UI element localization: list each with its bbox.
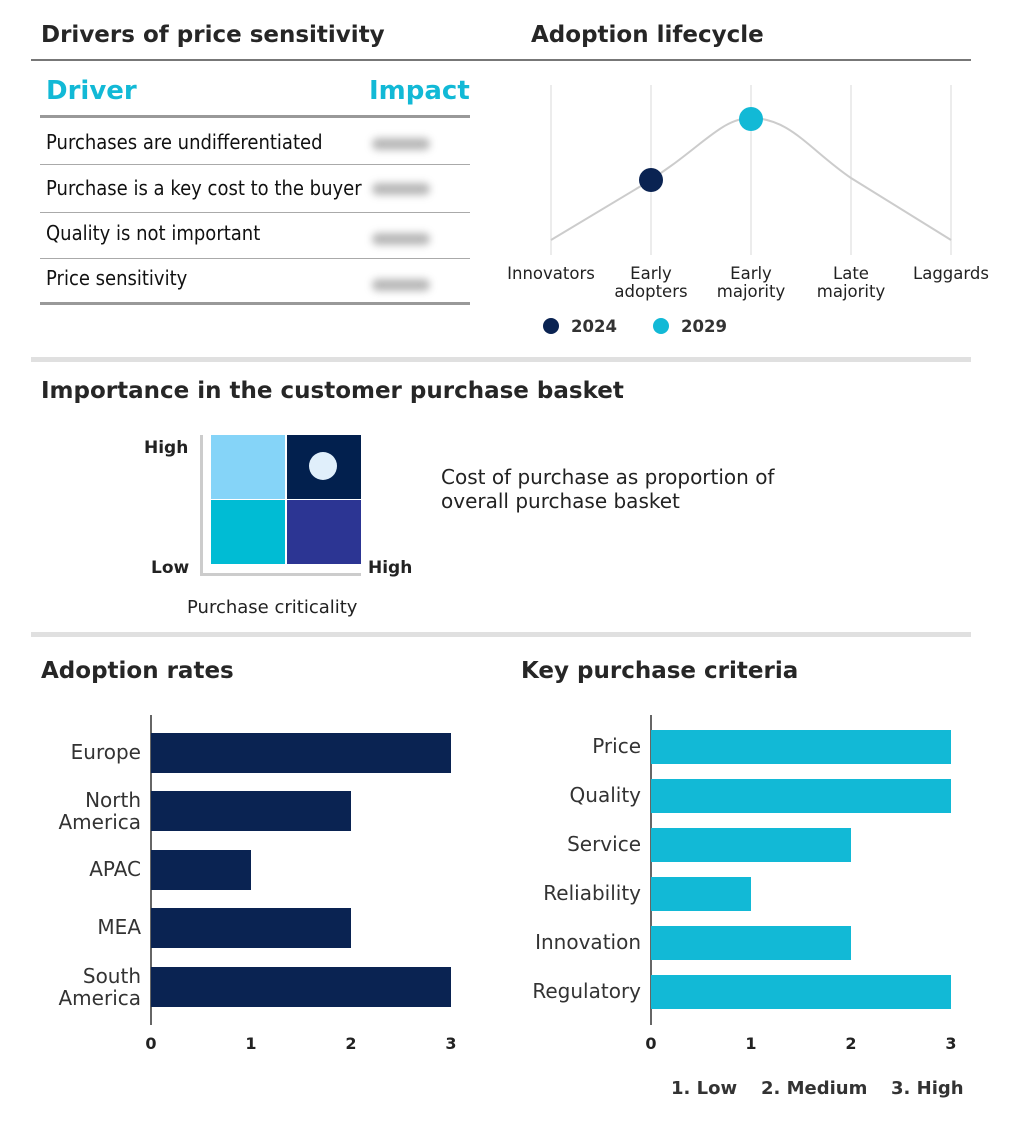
axis-low: Low [151,558,190,578]
bar [651,926,851,960]
quadrant-bottom-left [211,500,285,564]
position-marker [309,452,337,480]
x-axis-high: High [368,558,413,578]
category-label: South America [59,964,142,1010]
bar [651,730,951,764]
bar [151,850,251,890]
table-row: Price sensitivity [40,259,470,305]
tick-label: 1 [245,1034,256,1053]
col-driver: Driver [46,76,137,106]
category-label: Price [592,734,641,758]
category-label: Innovation [535,930,641,954]
y-axis-high: High [144,438,189,458]
category-label: APAC [89,857,141,881]
marker-2029 [739,107,763,131]
lifecycle-chart: Innovators Early adopters Early majority Late… [507,85,989,336]
legend-dot-2024 [543,318,559,334]
table-row: Purchases are undifferentiated [40,118,470,165]
drivers-title: Drivers of price sensitivity [41,22,385,48]
legend-label: 2029 [681,317,727,336]
category-label: Regulatory [532,979,641,1003]
impact-value-redacted [372,138,430,150]
stage-label: Early adopters [614,264,687,301]
tick-label: 3 [945,1034,956,1053]
quadrant-bottom-right [287,500,361,564]
bar [151,908,351,948]
driver-label: Quality is not important [46,221,261,245]
tick-label: 1 [745,1034,756,1053]
stage-label: Innovators [507,264,595,283]
matrix-y-axis [200,435,203,576]
category-label: Quality [570,783,642,807]
section-divider [31,632,971,637]
tick-label: 0 [645,1034,656,1053]
tick-label: 3 [445,1034,456,1053]
bar [651,877,751,911]
quadrant-top-right [287,435,361,499]
table-row: Quality is not important [40,213,470,259]
category-label: North America [59,788,142,834]
driver-label: Purchases are undifferentiated [46,130,323,154]
scale-legend-item: 1. Low [671,1078,737,1099]
bar [151,967,451,1007]
driver-label: Price sensitivity [46,266,188,290]
col-impact: Impact [369,76,470,106]
matrix-x-axis [200,573,361,576]
category-label: Service [567,832,641,856]
bar [151,791,351,831]
x-axis-label: Purchase criticality [187,597,358,618]
scale-legend-item: 2. Medium [761,1078,867,1099]
tick-label: 2 [345,1034,356,1053]
quadrant-top-left [211,435,285,499]
table-row: Purchase is a key cost to the buyer [40,165,470,213]
stage-label: Late majority [817,264,886,301]
legend-dot-2029 [653,318,669,334]
scale-legend-item: 3. High [891,1078,964,1099]
basket-title: Importance in the customer purchase bask… [41,378,624,404]
stage-label: Early majority [717,264,786,301]
basket-description: Cost of purchase as proportion of overal… [441,465,775,513]
driver-label: Purchase is a key cost to the buyer [46,176,362,200]
impact-value-redacted [372,279,430,291]
impact-value-redacted [372,183,430,195]
legend-label: 2024 [571,317,617,336]
bar [151,733,451,773]
tick-label: 0 [145,1034,156,1053]
bar [651,975,951,1009]
bar-charts: Europe North America APAC MEA South America 0 1 2… [59,715,964,1099]
category-label: Reliability [543,881,641,905]
bar [651,828,851,862]
lifecycle-title: Adoption lifecycle [531,22,764,48]
category-label: Europe [71,740,141,764]
tick-label: 2 [845,1034,856,1053]
table-header-rule [40,115,470,118]
impact-value-redacted [372,233,430,245]
header-divider [31,59,971,61]
adoption-rates-title: Adoption rates [41,658,234,684]
category-label: MEA [97,915,141,939]
stage-label: Laggards [913,264,989,283]
marker-2024 [639,168,663,192]
kpc-title: Key purchase criteria [521,658,799,684]
section-divider [31,357,971,362]
bar [651,779,951,813]
